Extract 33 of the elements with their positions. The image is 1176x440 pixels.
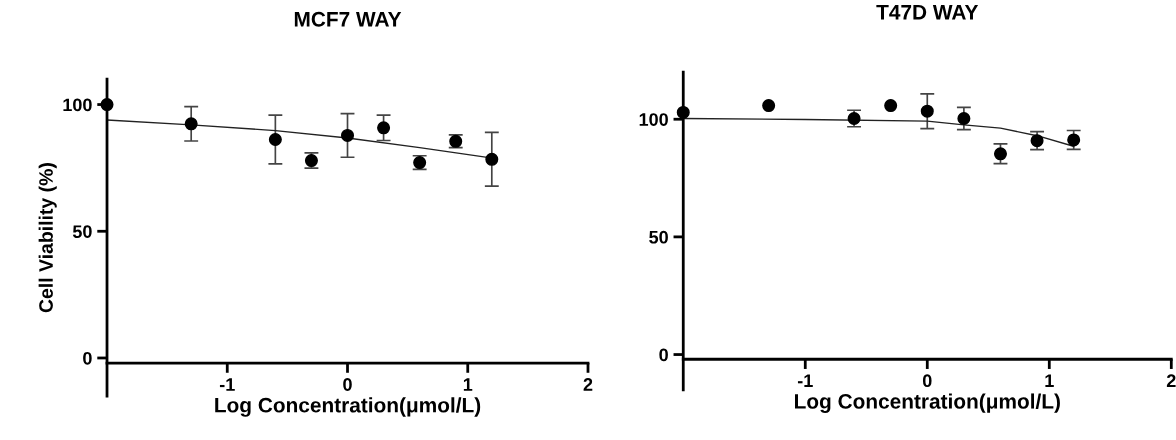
x-tick-label: 1	[1045, 374, 1054, 387]
y-tick-label: 0	[659, 348, 668, 362]
point	[993, 147, 1007, 161]
point	[100, 98, 114, 112]
chart-title: MCF7 WAY	[294, 11, 402, 27]
point	[184, 117, 198, 131]
point	[676, 105, 690, 119]
x-tick-label: 2	[583, 378, 593, 391]
point	[762, 99, 776, 113]
point	[341, 128, 355, 142]
x-tick-label: -1	[219, 378, 235, 391]
point	[957, 112, 971, 126]
x-tick-label: 0	[343, 378, 352, 391]
y-tick-label: 100	[639, 113, 668, 126]
point	[1067, 133, 1081, 147]
x-tick-label: 1	[463, 378, 473, 391]
x-tick-label: -1	[797, 374, 813, 387]
y-tick-label: 100	[63, 98, 92, 112]
x-tick-label: 0	[922, 374, 932, 388]
point	[1030, 134, 1044, 148]
y-tick-label: 50	[649, 230, 668, 244]
y-tick-label: 0	[83, 351, 92, 365]
x-axis-title: Log Concentration(μmol/L)	[215, 397, 481, 417]
y-axis-title: Cell Viability (%)	[38, 163, 57, 313]
chart-title: T47D WAY	[876, 5, 979, 20]
x-tick-label: 2	[1166, 374, 1176, 387]
point	[920, 104, 934, 118]
point	[268, 133, 282, 147]
x-axis-title: Log Concentration(μmol/L)	[795, 393, 1060, 413]
point	[485, 152, 499, 166]
point	[377, 121, 391, 135]
y-tick-label: 50	[72, 225, 92, 238]
point	[884, 99, 898, 113]
